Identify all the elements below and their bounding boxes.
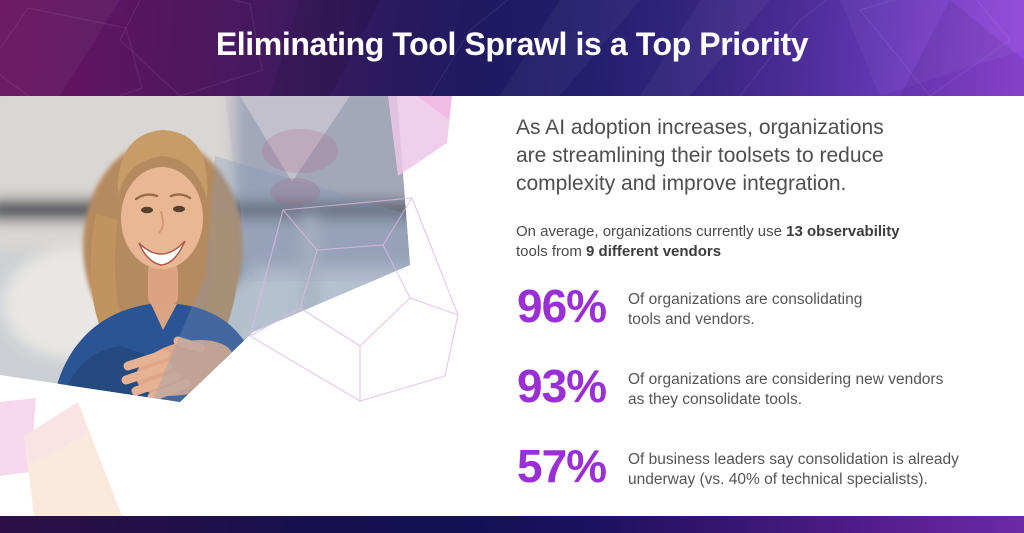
header-band: Eliminating Tool Sprawl is a Top Priorit…	[0, 0, 1024, 96]
pink-facet-shape	[388, 96, 452, 176]
bottom-gradient-bar	[0, 516, 1024, 533]
intro-line-3: complexity and improve integration.	[516, 172, 847, 195]
stat-desc-93: Of organizations are considering new ven…	[628, 363, 943, 410]
average-line-1: On average, organizations currently use …	[516, 223, 900, 240]
header-facet-texture	[0, 0, 1024, 96]
wireframe-cube-decoration	[249, 197, 459, 402]
stat-desc-96-line-2: tools and vendors.	[628, 311, 755, 328]
stat-desc-57: Of business leaders say consolidation is…	[628, 443, 959, 490]
stat-value-93: 93%	[517, 360, 607, 412]
stat-row-underway: 57% Of business leaders say consolidatio…	[517, 443, 959, 490]
stat-desc-93-line-2: as they consolidate tools.	[628, 391, 803, 408]
stat-desc-57-line-1: Of business leaders say consolidation is…	[628, 451, 959, 468]
average-usage-text: On average, organizations currently use …	[516, 222, 956, 262]
stat-desc-57-line-2: underway (vs. 40% of technical specialis…	[628, 471, 928, 488]
stat-desc-96: Of organizations are consolidating tools…	[628, 283, 862, 330]
page-title: Eliminating Tool Sprawl is a Top Priorit…	[215, 26, 809, 62]
intro-paragraph: As AI adoption increases, organizations …	[516, 114, 946, 198]
stat-value-57: 57%	[517, 440, 607, 492]
corner-facet-shapes	[0, 398, 122, 516]
stat-row-consolidating: 96% Of organizations are consolidating t…	[517, 283, 862, 330]
stat-desc-93-line-1: Of organizations are considering new ven…	[628, 371, 944, 388]
stat-value-96: 96%	[517, 280, 607, 332]
intro-line-2: are streamlining their toolsets to reduc…	[516, 144, 884, 167]
stat-row-new-vendors: 93% Of organizations are considering new…	[517, 363, 943, 410]
intro-line-1: As AI adoption increases, organizations	[516, 116, 884, 139]
average-line-2: tools from 9 different vendors	[516, 243, 722, 260]
stat-desc-96-line-1: Of organizations are consolidating	[628, 291, 863, 308]
